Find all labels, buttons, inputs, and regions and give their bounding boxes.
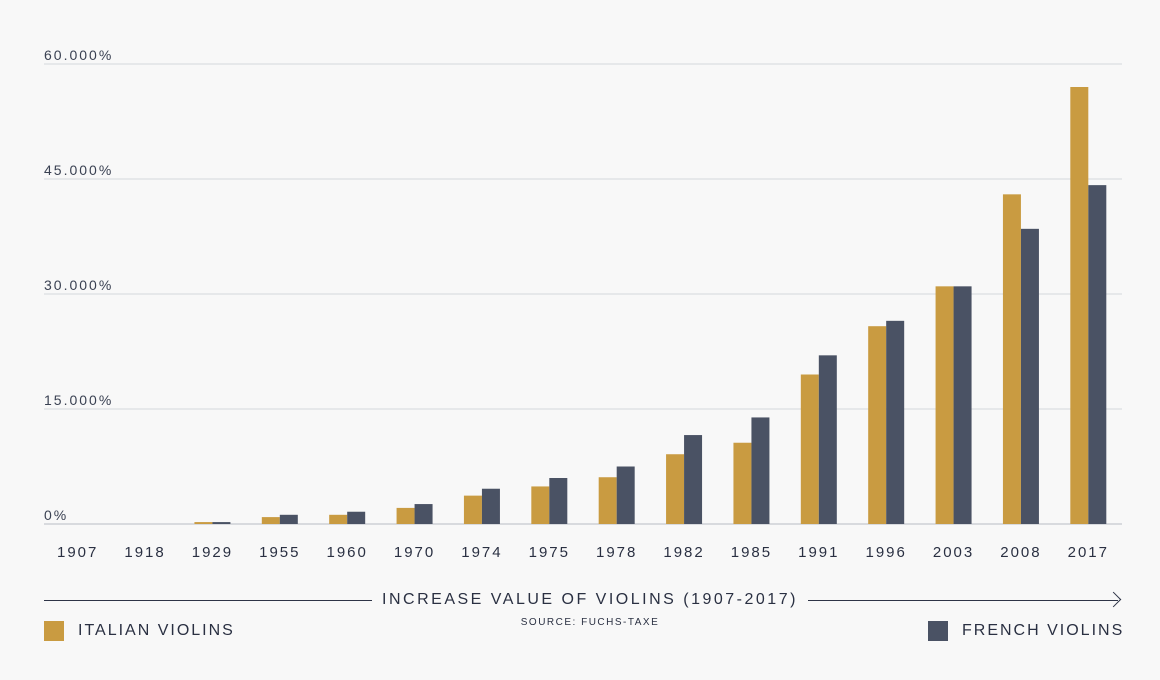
x-axis-ticks: 1907 1918 1929 1955 1960 1970 1974 1975 1978 1982… [57,544,1109,561]
x-tick-label-1929: 1929 [192,544,233,561]
chart-source: SOURCE: FUCHS-TAXE [520,617,660,628]
bar-french-2003 [953,286,972,524]
y-tick-label: 0% [44,507,68,523]
x-tick-label-1907: 1907 [57,544,98,561]
chart-title: INCREASE VALUE OF VIOLINS (1907-2017) [382,591,798,608]
bar-italian-1970 [396,507,415,524]
y-tick-label: 30.000% [44,277,113,293]
bar-italian-1996 [868,326,887,524]
arrow-right-icon [1105,591,1122,608]
legend-swatch-french [928,621,948,641]
bar-french-1960 [347,511,366,524]
chart-title-row: INCREASE VALUE OF VIOLINS (1907-2017) [44,590,1124,612]
x-tick-label-1985: 1985 [731,544,772,561]
x-tick-label-1974: 1974 [461,544,502,561]
bar-french-1975 [549,478,568,524]
x-tick-label-1996: 1996 [866,544,907,561]
legend-italian: ITALIAN VIOLINS [44,620,235,642]
x-tick-label-1970: 1970 [394,544,435,561]
bar-french-2017 [1088,185,1107,524]
bar-italian-1955 [261,517,280,524]
legend-french: FRENCH VIOLINS [928,620,1124,642]
bar-italian-1991 [800,374,819,524]
bar-french-1985 [751,417,770,524]
x-tick-label-1978: 1978 [596,544,637,561]
bar-italian-1985 [733,442,752,524]
bar-french-1929 [212,522,231,524]
bar-italian-2017 [1070,87,1089,524]
x-tick-label-1918: 1918 [124,544,165,561]
bar-italian-2008 [1002,194,1021,525]
bar-french-1978 [616,466,635,524]
x-tick-label-1982: 1982 [663,544,704,561]
bar-french-1982 [684,435,703,524]
bar-italian-2003 [935,286,954,524]
x-tick-label-1991: 1991 [798,544,839,561]
title-rule-left [44,600,372,601]
bar-french-1974 [481,488,500,524]
bar-french-1991 [818,355,837,524]
bar-layer [194,87,1107,525]
y-tick-label: 15.000% [44,392,113,408]
legend-label-italian: ITALIAN VIOLINS [78,622,235,639]
legend-swatch-italian [44,621,64,641]
bar-french-1970 [414,504,433,524]
bar-french-2008 [1020,228,1039,525]
bar-italian-1929 [194,522,213,524]
x-tick-label-1960: 1960 [327,544,368,561]
bar-italian-1960 [329,514,348,524]
bar-italian-1982 [666,454,685,524]
y-tick-label: 45.000% [44,162,113,178]
chart-svg: 0%15.000%30.000%45.000%60.000% 1907 1918 1… [44,47,1122,561]
bar-french-1955 [279,514,298,524]
title-rule-right [808,600,1118,601]
bar-italian-1975 [531,486,550,524]
bar-french-1996 [886,320,905,524]
bar-italian-1974 [463,495,482,524]
y-tick-label: 60.000% [44,47,113,63]
x-tick-label-1975: 1975 [529,544,570,561]
x-tick-label-2017: 2017 [1068,544,1109,561]
legend-label-french: FRENCH VIOLINS [962,622,1125,639]
bar-italian-1978 [598,477,617,524]
x-tick-label-1955: 1955 [259,544,300,561]
x-tick-label-2003: 2003 [933,544,974,561]
x-tick-label-2008: 2008 [1000,544,1041,561]
